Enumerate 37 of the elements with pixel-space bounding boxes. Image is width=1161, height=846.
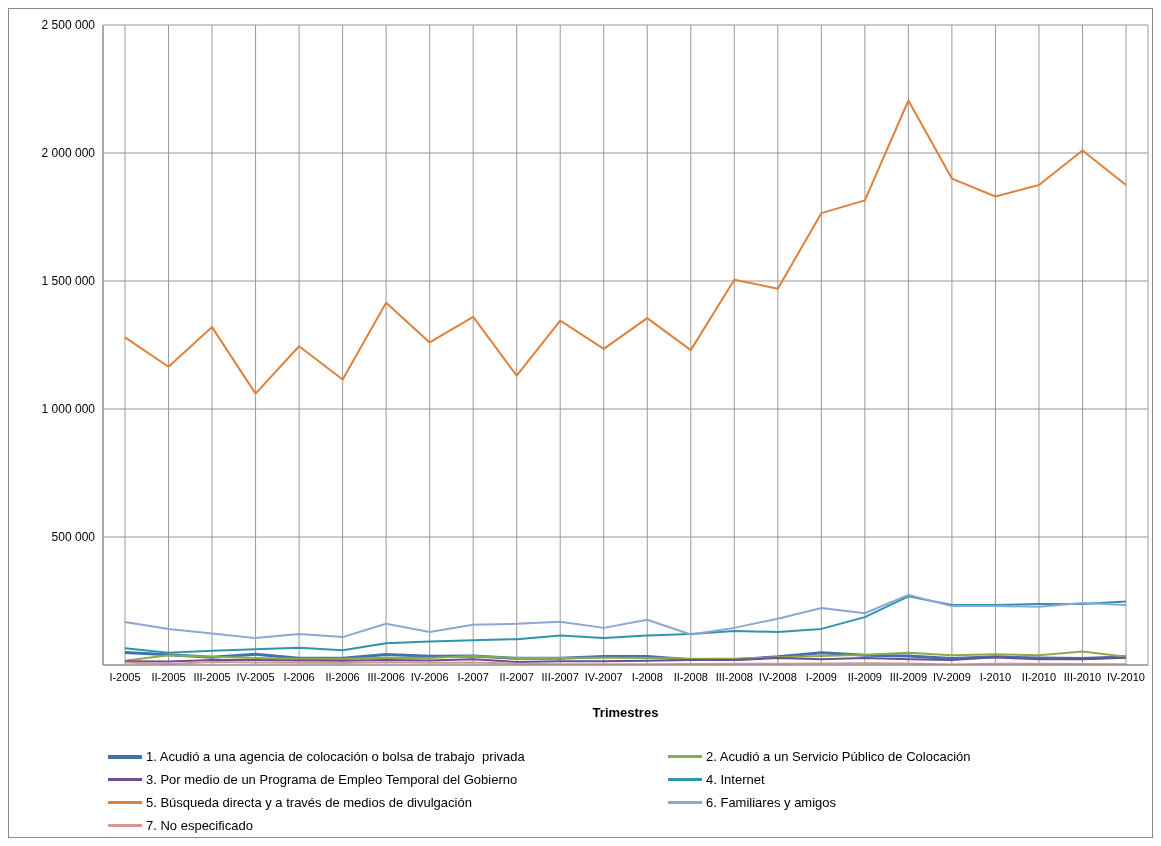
x-tick-label: II-2005 (151, 670, 186, 683)
y-tick-label: 2 500 000 (41, 18, 96, 33)
x-tick-label: III-2006 (367, 670, 405, 683)
x-tick-label: IV-2005 (236, 670, 275, 683)
x-tick-label: II-2008 (673, 670, 708, 683)
x-tick-label: II-2006 (325, 670, 360, 683)
x-tick-label: I-2007 (457, 670, 489, 683)
x-tick-label: I-2005 (109, 670, 141, 683)
x-tick-label: III-2008 (715, 670, 753, 683)
y-tick-label: 2 000 000 (41, 146, 96, 161)
y-tick-label: 1 000 000 (41, 402, 96, 417)
x-tick-label: I-2006 (283, 670, 315, 683)
x-tick-label: II-2009 (847, 670, 882, 683)
legend-label: 2. Acudió a un Servicio Público de Colocación (706, 749, 971, 764)
legend-label: 6. Familiares y amigos (706, 795, 837, 810)
x-tick-label: III-2010 (1063, 670, 1102, 683)
x-tick-label: III-2009 (889, 670, 928, 683)
x-tick-label: IV-2006 (410, 670, 449, 683)
x-tick-label: III-2007 (541, 670, 579, 683)
x-tick-label: IV-2007 (584, 670, 623, 683)
legend-label: 3. Por medio de un Programa de Empleo Temporal del Gobierno (146, 772, 518, 787)
x-axis-title: Trimestres (592, 705, 659, 720)
x-tick-label: I-2008 (631, 670, 663, 683)
x-tick-label: IV-2008 (758, 670, 797, 683)
legend-label: 4. Internet (706, 772, 765, 787)
legend-label: 5. Búsqueda directa y a través de medios de divulgación (146, 795, 472, 810)
y-tick-label: 500 000 (51, 530, 96, 545)
x-tick-label: IV-2009 (932, 670, 971, 683)
legend-label: 7. No especificado (146, 818, 253, 833)
x-tick-label: II-2010 (1021, 670, 1057, 683)
x-tick-label: IV-2010 (1107, 670, 1145, 683)
x-tick-label: II-2007 (499, 670, 534, 683)
x-tick-label: I-2010 (979, 670, 1012, 683)
x-tick-label: III-2005 (193, 670, 231, 683)
y-tick-label: 1 500 000 (41, 274, 96, 289)
legend-label: 1. Acudió a una agencia de colocación o bolsa de trabajo privada (146, 749, 525, 764)
x-tick-label: I-2009 (805, 670, 837, 683)
